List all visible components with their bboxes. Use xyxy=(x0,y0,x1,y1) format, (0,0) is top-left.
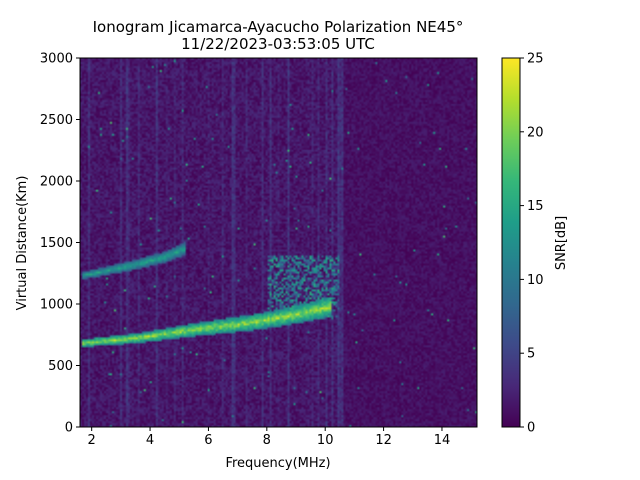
x-tick-label: 8 xyxy=(263,433,271,448)
y-tick-label: 3000 xyxy=(40,52,73,67)
colorbar-tick-label: 25 xyxy=(527,52,544,67)
colorbar-tick-label: 0 xyxy=(527,421,535,436)
x-tick-label: 2 xyxy=(88,433,96,448)
y-tick-label: 1500 xyxy=(40,236,73,251)
colorbar-label: SNR[dB] xyxy=(554,216,569,270)
colorbar-tick-label: 15 xyxy=(527,199,544,214)
colorbar-tick-label: 5 xyxy=(527,347,535,362)
heatmap-image xyxy=(80,58,477,427)
x-axis-label: Frequency(MHz) xyxy=(225,456,330,471)
y-tick-label: 1000 xyxy=(40,298,73,313)
chart-title-line2: 11/22/2023-03:53:05 UTC xyxy=(181,35,375,53)
x-tick-label: 4 xyxy=(146,433,154,448)
y-tick-label: 2500 xyxy=(40,113,73,128)
colorbar-tick-label: 10 xyxy=(527,273,544,288)
x-tick-label: 14 xyxy=(434,433,451,448)
x-tick-label: 6 xyxy=(204,433,212,448)
heatmap-area xyxy=(80,58,477,427)
y-tick-label: 500 xyxy=(48,359,73,374)
x-axis: 2 4 6 8 10 12 14 xyxy=(88,427,451,448)
y-tick-label: 2000 xyxy=(40,175,73,190)
colorbar-bar xyxy=(501,57,521,428)
y-axis: 0 500 1000 1500 2000 2500 3000 xyxy=(40,52,80,436)
x-tick-label: 10 xyxy=(317,433,334,448)
y-axis-label: Virtual Distance(Km) xyxy=(15,176,30,311)
colorbar-tick-label: 20 xyxy=(527,125,544,140)
colorbar: 0 5 10 15 20 25 xyxy=(501,52,544,436)
x-tick-label: 12 xyxy=(375,433,392,448)
y-tick-label: 0 xyxy=(65,421,73,436)
chart-title-line1: Ionogram Jicamarca-Ayacucho Polarization… xyxy=(93,18,464,36)
